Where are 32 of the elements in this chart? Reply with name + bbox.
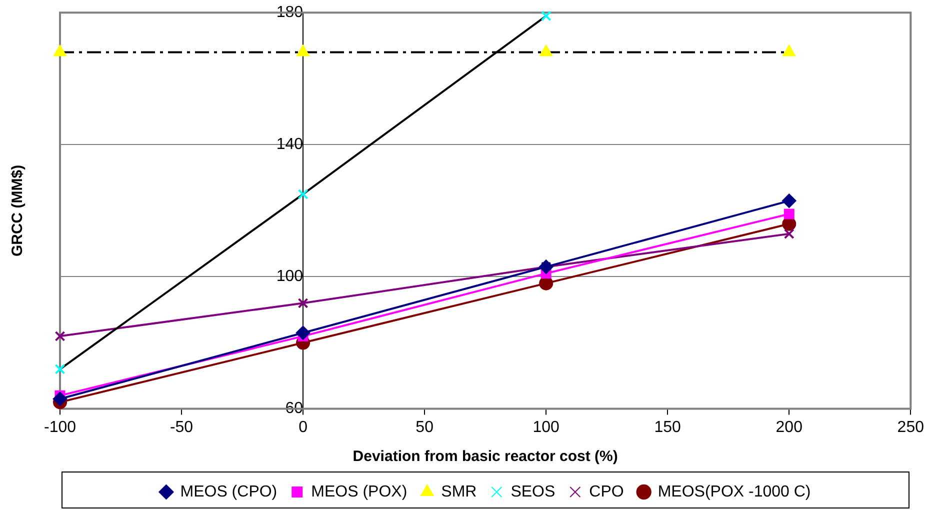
point: [53, 392, 67, 406]
point: [540, 10, 552, 22]
x-tick-label: 0: [298, 418, 308, 436]
x-tick-label: 50: [416, 418, 434, 436]
point: [298, 298, 308, 308]
x-tick-label: 150: [654, 418, 682, 436]
legend-label: SEOS: [510, 483, 556, 500]
x-tick-label: -100: [44, 418, 76, 436]
point: [784, 208, 794, 220]
legend-label: CPO: [589, 483, 624, 500]
legend-label: SMR: [441, 483, 477, 500]
point: [54, 330, 66, 342]
point: [298, 188, 308, 200]
point: [296, 45, 310, 56]
point: [782, 45, 796, 56]
point: [54, 45, 66, 56]
x-tick-label: 100: [532, 418, 560, 436]
point: [54, 364, 66, 374]
y-tick-label: 100: [276, 268, 304, 286]
legend-label: MEOS (CPO): [180, 483, 278, 500]
legend-label: MEOS (POX): [311, 483, 408, 500]
y-tick-label: 140: [276, 136, 304, 154]
x-tick-label: 250: [897, 418, 924, 436]
y-axis-title: GRCC (MM$): [9, 164, 26, 257]
point: [782, 194, 796, 208]
x-axis-title: Deviation from basic reactor cost (%): [352, 448, 618, 466]
point: [296, 326, 310, 340]
point: [540, 45, 552, 56]
legend-label: MEOS(POX -1000 C): [658, 483, 811, 500]
x-tick-label: 200: [776, 418, 803, 436]
point: [784, 228, 794, 240]
x-tick-label: -50: [170, 418, 194, 436]
